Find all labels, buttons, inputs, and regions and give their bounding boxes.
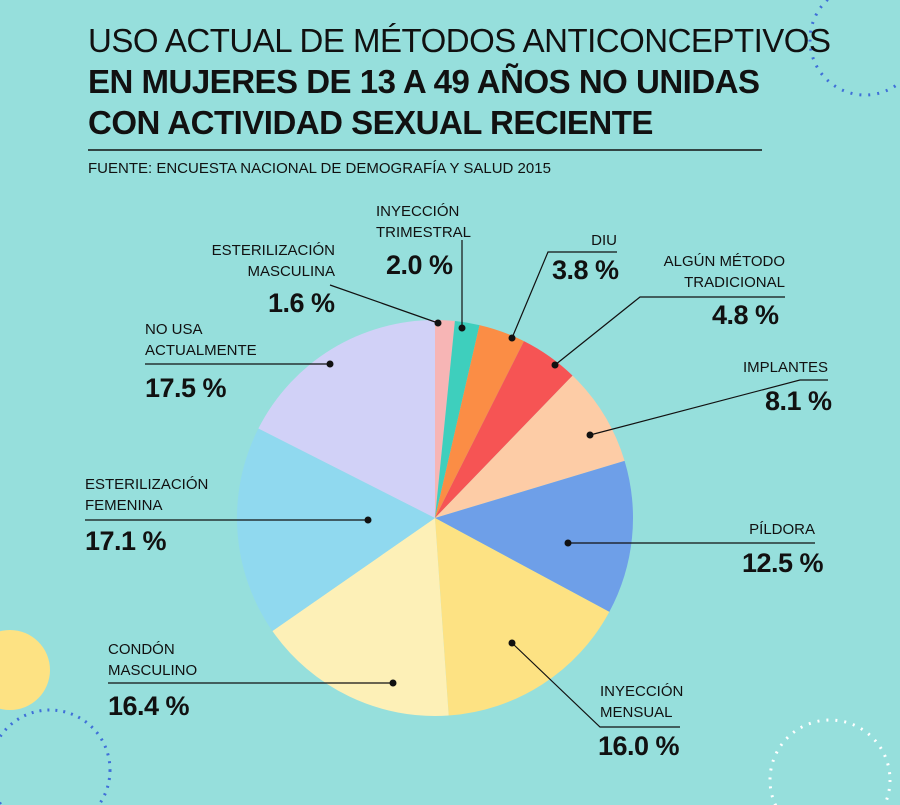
- leader-dot: [364, 516, 372, 524]
- leader-dot: [434, 319, 442, 327]
- value-label: 1.6 %: [268, 288, 335, 318]
- pie-slice: [435, 460, 634, 612]
- leader-dot: [326, 360, 334, 368]
- decoration: [768, 718, 892, 805]
- slice-label: INYECCIÓN TRIMESTRAL: [376, 203, 472, 241]
- pie-slice: [272, 518, 449, 716]
- decoration: [808, 0, 900, 97]
- pie-slice: [435, 375, 625, 518]
- pie-slice: [435, 518, 610, 716]
- pie-slice: [435, 321, 480, 518]
- leader-dot: [508, 639, 516, 647]
- slice-label: INYECCIÓN MENSUAL: [600, 683, 684, 721]
- leader-dot: [458, 324, 466, 332]
- leader-line: [511, 642, 680, 728]
- pie-slice: [435, 325, 524, 518]
- leader-dot: [389, 679, 397, 687]
- slice-label: IMPLANTES: [742, 359, 828, 376]
- pie-slice: [435, 341, 573, 518]
- leader-line: [511, 251, 617, 339]
- value-label: 17.1 %: [85, 526, 167, 556]
- slice-label: CONDÓN MASCULINO: [108, 641, 198, 679]
- title-line: CON ACTIVIDAD SEXUAL RECIENTE: [88, 104, 653, 141]
- pie-slice: [236, 428, 435, 632]
- value-label: 2.0 %: [386, 250, 453, 280]
- value-label: 3.8 %: [552, 255, 619, 285]
- slice-label: NO USA ACTUALMENTE: [145, 321, 257, 359]
- leader-line: [329, 284, 439, 324]
- value-label: 12.5 %: [742, 548, 824, 578]
- slice-label: PÍLDORA: [749, 521, 815, 538]
- slice-label: ESTERILIZACIÓN MASCULINA: [211, 242, 335, 280]
- value-label: 16.0 %: [598, 731, 680, 761]
- decoration: [0, 630, 50, 710]
- value-label: 8.1 %: [765, 386, 832, 416]
- leader-dot: [586, 431, 594, 439]
- value-label: 4.8 %: [712, 300, 779, 330]
- leader-dot: [508, 334, 516, 342]
- leader-line: [554, 296, 785, 366]
- source: FUENTE: ENCUESTA NACIONAL DE DEMOGRAFÍA …: [88, 160, 551, 177]
- slice-label: ALGÚN MÉTODO TRADICIONAL: [663, 253, 785, 291]
- leader-dot: [551, 361, 559, 369]
- title-line: EN MUJERES DE 13 A 49 AÑOS NO UNIDAS: [88, 63, 760, 100]
- leader-line: [589, 379, 828, 436]
- value-label: 17.5 %: [145, 373, 227, 403]
- pie-slice: [258, 320, 435, 518]
- slice-label: DIU: [591, 232, 617, 249]
- pie-slice: [435, 320, 455, 518]
- leader-dot: [564, 539, 572, 547]
- value-label: 16.4 %: [108, 691, 190, 721]
- title-line: USO ACTUAL DE MÉTODOS ANTICONCEPTIVOS: [88, 22, 831, 59]
- slice-label: ESTERILIZACIÓN FEMENINA: [85, 476, 209, 514]
- decoration: [0, 708, 112, 805]
